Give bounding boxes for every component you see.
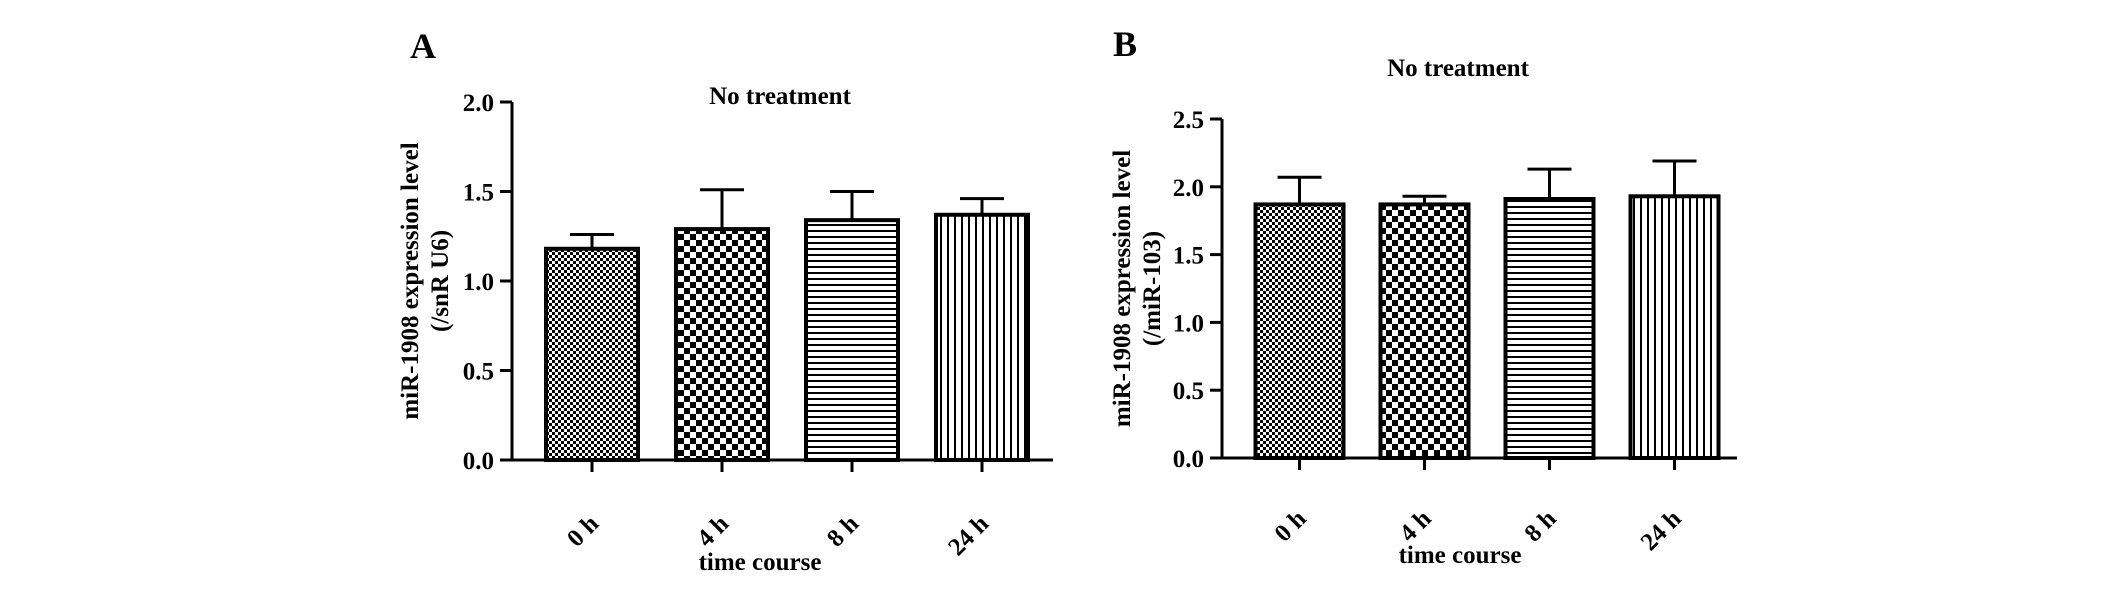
x-tick-label: 4 h [692,510,734,552]
bar [1253,202,1346,460]
bar [544,246,640,462]
y-tick-label: 1.0 [1173,310,1204,337]
x-tick-label: 8 h [822,510,864,552]
chart-title: No treatment [1387,55,1530,82]
y-tick-label: 0.0 [463,448,494,475]
x-tick-label: 24 h [943,510,994,561]
y-axis-label-line: (/miR-103) [1139,231,1166,346]
y-tick-label: 2.5 [1173,107,1204,134]
y-axis-label-line: miR-1908 expression level [1109,150,1136,427]
y-tick-label: 0.0 [1173,446,1204,473]
x-tick-label: 0 h [1270,505,1312,547]
y-axis-label: miR-1908 expression level (/miR-103) [1109,150,1166,427]
x-tick-label: 4 h [1395,505,1437,547]
y-tick-label: 1.5 [463,180,494,207]
bar [1503,197,1596,460]
y-tick-label: 2.0 [1173,175,1204,202]
y-tick-label: 1.0 [463,269,494,296]
chart-panel-b: B No treatment miR-1908 expression level (/… [1109,24,1737,569]
y-tick-label: 1.5 [1173,243,1204,270]
panel-letter: B [1113,24,1137,64]
y-tick-label: 2.0 [463,90,494,117]
x-tick-label: 24 h [1636,505,1687,556]
x-axis-label: time course [1399,542,1522,569]
bar [1378,202,1471,460]
y-axis-label: miR-1908 expression level (/snR U6) [397,142,454,419]
chart-panel-a: A No treatment miR-1908 expression level (/… [397,26,1053,576]
y-tick-label: 0.5 [463,359,494,386]
x-tick-label: 0 h [562,510,604,552]
bar [934,212,1030,462]
x-tick-label: 8 h [1520,505,1562,547]
bar [674,227,770,462]
x-axis-label: time course [699,549,822,576]
chart-title: No treatment [709,83,852,110]
y-axis-label-line: (/snR U6) [427,230,454,332]
panel-letter: A [410,26,436,66]
bar [804,218,900,462]
y-axis-label-line: miR-1908 expression level [397,142,424,419]
bar [1628,194,1721,461]
y-tick-label: 0.5 [1173,378,1204,405]
